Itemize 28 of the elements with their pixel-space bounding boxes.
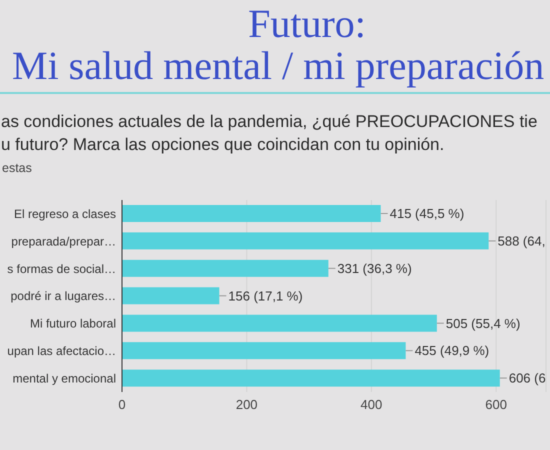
bar	[122, 205, 381, 222]
data-label: 606 (6	[508, 370, 546, 386]
chart-subtitle: as condiciones actuales de la pandemia, ¿qué PREOCUPACIONES tie u futuro? Marca las opciones que coincidan con tu opinión.	[1, 111, 538, 156]
bar	[122, 232, 489, 250]
data-label: 505 (55,4 %)	[446, 316, 520, 331]
text: estas	[2, 161, 32, 175]
data-label: 588 (64,	[498, 233, 546, 248]
y-tick-label: El regreso a clases	[14, 206, 116, 221]
bar	[122, 370, 500, 387]
bar	[122, 287, 220, 304]
x-tick-label: 400	[360, 397, 382, 412]
y-tick-label: preparada/prepar…	[11, 234, 116, 248]
data-label: 455 (49,9 %)	[414, 343, 490, 358]
data-label: 415 (45,5 %)	[390, 206, 464, 222]
chart-title: Futuro: Mi salud mental / mi preparación	[12, 1, 546, 88]
y-tick-label: podré ir a lugares…	[10, 289, 116, 304]
x-tick-label: 600	[485, 397, 507, 412]
data-label: 331 (36,3 %)	[337, 260, 412, 276]
y-tick-label: s formas de social…	[7, 262, 116, 276]
bar	[122, 342, 406, 360]
x-tick-label: 0	[118, 397, 126, 412]
x-tick-label: 200	[236, 397, 258, 412]
y-tick-label: upan las afectacio…	[7, 344, 116, 358]
y-tick-label: mental y emocional	[12, 371, 116, 386]
y-tick-label: Mi futuro laboral	[30, 316, 116, 331]
data-label: 156 (17,1 %)	[228, 288, 303, 304]
bar	[122, 260, 328, 277]
bar	[122, 314, 437, 332]
